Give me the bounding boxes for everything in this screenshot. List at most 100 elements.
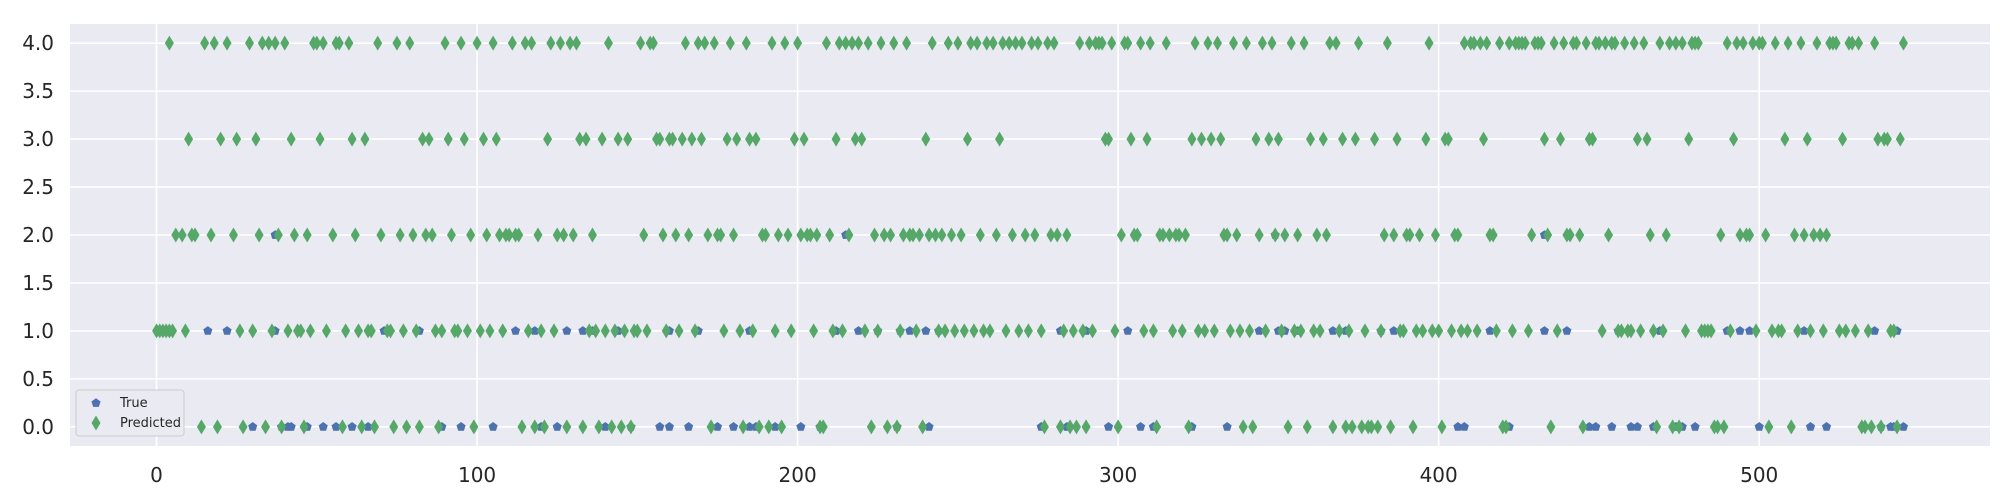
predicted-point — [1088, 323, 1098, 339]
predicted-point — [1555, 131, 1565, 147]
predicted-point — [1030, 227, 1040, 243]
predicted-point — [1177, 323, 1187, 339]
predicted-point — [1299, 35, 1309, 51]
predicted-point — [1597, 323, 1607, 339]
predicted-point — [459, 131, 469, 147]
y-tick-label: 1.5 — [22, 271, 54, 295]
predicted-point — [767, 35, 777, 51]
predicted-point — [930, 227, 940, 243]
predicted-point — [552, 227, 562, 243]
predicted-point — [639, 227, 649, 243]
predicted-point — [966, 35, 976, 51]
predicted-point — [1783, 35, 1793, 51]
predicted-point — [991, 227, 1001, 243]
predicted-point — [251, 131, 261, 147]
true-point — [600, 422, 610, 431]
predicted-point — [286, 131, 296, 147]
predicted-point — [1331, 35, 1341, 51]
predicted-point — [1430, 227, 1440, 243]
predicted-point — [1850, 323, 1860, 339]
predicted-point — [687, 131, 697, 147]
predicted-point — [985, 323, 995, 339]
predicted-point — [1248, 419, 1258, 435]
predicted-point — [443, 131, 453, 147]
true-point — [853, 326, 864, 335]
predicted-point — [1065, 419, 1075, 435]
predicted-point — [927, 35, 937, 51]
predicted-point — [995, 131, 1005, 147]
predicted-point — [533, 227, 543, 243]
predicted-point — [370, 419, 380, 435]
predicted-point — [844, 227, 854, 243]
predicted-point — [866, 419, 876, 435]
predicted-point — [1674, 419, 1684, 435]
predicted-point — [523, 323, 533, 339]
true-point — [1254, 326, 1264, 335]
predicted-point — [1578, 419, 1588, 435]
true-point — [770, 422, 780, 431]
legend: True Predicted — [75, 389, 185, 437]
predicted-point — [1725, 323, 1735, 339]
predicted-point — [1546, 419, 1556, 435]
true-point — [456, 422, 466, 431]
predicted-point — [953, 35, 963, 51]
predicted-point — [1168, 323, 1178, 339]
predicted-point — [1860, 419, 1870, 435]
predicted-point — [212, 419, 222, 435]
predicted-point — [1847, 35, 1857, 51]
predicted-point — [424, 131, 434, 147]
predicted-point — [1338, 131, 1348, 147]
predicted-point — [1196, 131, 1206, 147]
predicted-point — [975, 227, 985, 243]
predicted-point — [1421, 131, 1431, 147]
predicted-point — [597, 131, 607, 147]
predicted-point — [536, 323, 546, 339]
predicted-point — [850, 131, 860, 147]
predicted-point — [1238, 419, 1248, 435]
true-point — [1459, 422, 1469, 431]
predicted-point — [735, 323, 745, 339]
predicted-point — [1594, 35, 1604, 51]
predicted-point — [462, 323, 472, 339]
predicted-point — [1632, 131, 1642, 147]
predicted-point — [1812, 35, 1822, 51]
true-point — [1821, 422, 1832, 431]
predicted-point — [1213, 35, 1223, 51]
predicted-point — [1565, 227, 1575, 243]
predicted-point — [940, 323, 950, 339]
predicted-point — [1780, 131, 1790, 147]
predicted-point — [828, 323, 838, 339]
predicted-point — [1055, 419, 1065, 435]
predicted-point — [328, 227, 338, 243]
predicted-point — [1527, 227, 1537, 243]
predicted-point — [1706, 323, 1716, 339]
predicted-point — [1889, 323, 1899, 339]
predicted-point — [1283, 419, 1293, 435]
predicted-point — [1735, 227, 1745, 243]
predicted-point — [616, 419, 626, 435]
predicted-point — [1543, 227, 1553, 243]
predicted-point — [1245, 323, 1255, 339]
predicted-point — [1370, 131, 1380, 147]
predicted-point — [453, 323, 463, 339]
predicted-point — [1434, 323, 1444, 339]
series-predicted — [152, 35, 1908, 435]
predicted-point — [1437, 419, 1447, 435]
predicted-point — [1161, 35, 1171, 51]
predicted-point — [1652, 419, 1662, 435]
predicted-point — [517, 419, 527, 435]
predicted-point — [280, 35, 290, 51]
predicted-point — [847, 35, 857, 51]
predicted-point — [575, 131, 585, 147]
predicted-point — [360, 131, 370, 147]
predicted-point — [860, 323, 870, 339]
predicted-point — [821, 35, 831, 51]
predicted-point — [1046, 227, 1056, 243]
true-point — [1103, 422, 1114, 431]
predicted-point — [674, 323, 684, 339]
predicted-point — [1344, 323, 1354, 339]
predicted-point — [1488, 227, 1498, 243]
predicted-point — [1761, 227, 1771, 243]
true-point — [921, 326, 931, 335]
predicted-point — [979, 323, 989, 339]
